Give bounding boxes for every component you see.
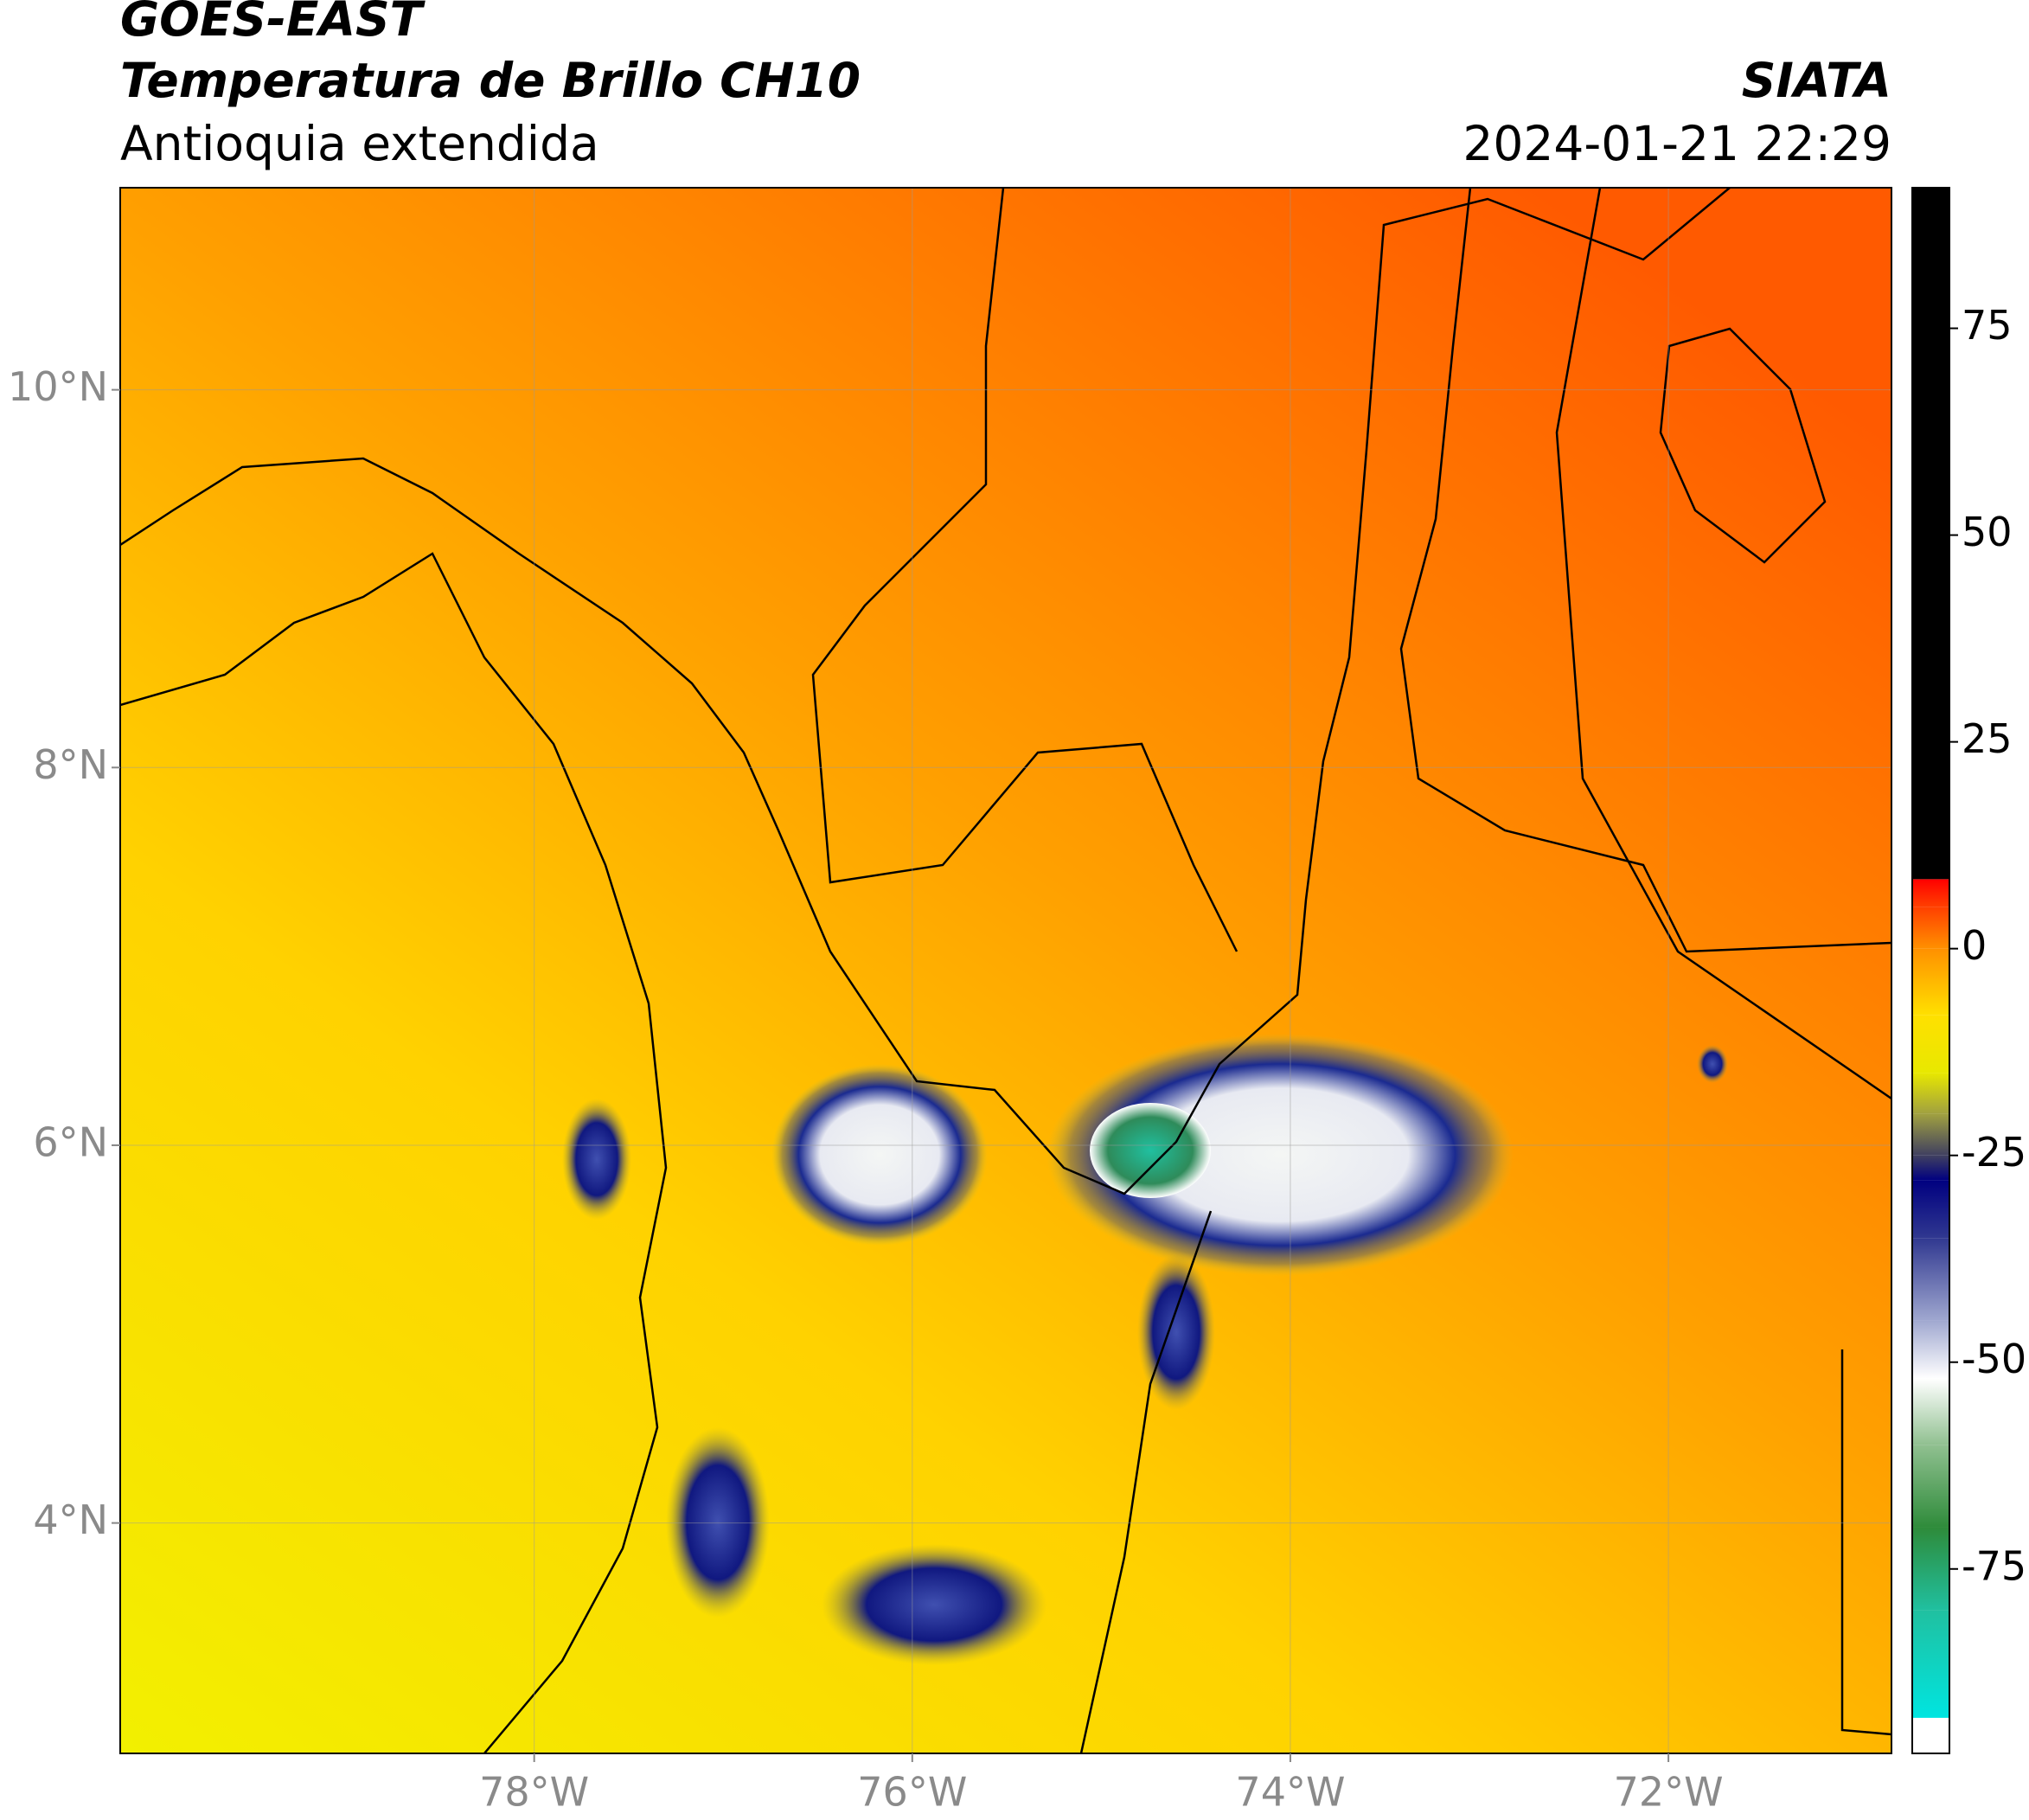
colorbar-frame	[1911, 187, 1950, 1754]
colorbar-segment	[1912, 1015, 1949, 1073]
colorbar-tick-label: 75	[1962, 302, 2013, 349]
region: Antioquia extendida	[120, 116, 599, 171]
colorbar-tick-label: 0	[1962, 922, 1987, 969]
colorbar-tick-label: 25	[1962, 715, 2013, 762]
cloud	[1137, 1254, 1215, 1410]
y-tick-label: 6°N	[33, 1118, 108, 1165]
x-tick-label: 72°W	[1614, 1769, 1724, 1816]
colorbar-tick-label: 50	[1962, 509, 2013, 555]
map-frame	[119, 187, 1892, 1754]
colorbar-segment	[1912, 1717, 1949, 1753]
colorbar-segment	[1912, 948, 1949, 1016]
colorbar-tick-label: -25	[1962, 1129, 2026, 1176]
boundaries	[120, 188, 1891, 1753]
datetime: 2024-01-21 22:29	[1463, 116, 1891, 171]
source: SIATA	[1742, 53, 1891, 108]
x-tick-label: 78°W	[479, 1769, 589, 1816]
colorbar-segment	[1912, 1180, 1949, 1239]
colorbar-segment	[1912, 907, 1949, 949]
x-tick-label: 76°W	[857, 1769, 967, 1816]
cloud	[1697, 1045, 1728, 1083]
colorbar	[1912, 188, 1949, 1753]
x-tick-label: 74°W	[1235, 1769, 1345, 1816]
map-background	[120, 188, 1891, 1753]
grid	[120, 188, 1891, 1753]
cloud	[771, 1064, 988, 1246]
colorbar-segment	[1912, 1113, 1949, 1156]
colorbar-segment	[1912, 1527, 1949, 1611]
colorbar-segment	[1912, 1073, 1949, 1114]
map-image	[120, 188, 1891, 1753]
colorbar-segment	[1912, 1155, 1949, 1181]
subtitle: Temperatura de Brillo CH10	[120, 53, 861, 108]
y-tick-label: 4°N	[33, 1496, 108, 1543]
y-tick-label: 8°N	[33, 741, 108, 788]
colorbar-tick-label: -50	[1962, 1336, 2026, 1382]
colorbar-segment	[1912, 1445, 1949, 1528]
cloud	[666, 1427, 770, 1618]
cloud-core	[1090, 1103, 1211, 1198]
colorbar-tick-label: -75	[1962, 1542, 2026, 1589]
y-tick-label: 10°N	[8, 363, 108, 410]
colorbar-segment	[1912, 1238, 1949, 1321]
colorbar-segment	[1912, 1610, 1949, 1718]
colorbar-segment	[1912, 879, 1949, 907]
cloud	[562, 1099, 631, 1220]
cloud	[1047, 1034, 1514, 1276]
title: GOES-EAST	[120, 0, 426, 47]
cloud	[822, 1544, 1047, 1665]
colorbar-segment	[1912, 1320, 1949, 1379]
colorbar-segment	[1912, 188, 1949, 880]
colorbar-segment	[1912, 1378, 1949, 1445]
